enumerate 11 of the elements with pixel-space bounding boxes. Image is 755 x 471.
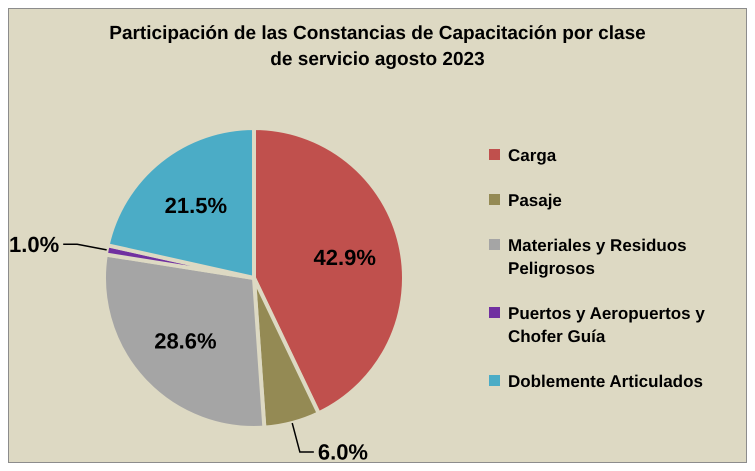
data-label: 21.5%: [164, 192, 228, 218]
legend-label: Puertos y Aeropuertos y Chofer Guía: [508, 302, 706, 348]
legend-label: Doblemente Articulados: [508, 370, 703, 392]
legend-label: Carga: [508, 144, 556, 166]
data-label: 42.9%: [314, 244, 376, 270]
data-label: 6.0%: [318, 440, 368, 465]
data-label: 28.6%: [154, 328, 217, 354]
legend-label: Pasaje: [508, 190, 562, 212]
chart-title: Participación de las Constancias de Capacitación por clase de servicio agosto 2023: [108, 22, 647, 72]
data-label: 1.0%: [9, 232, 60, 257]
legend-label: Materiales y Residuos Peligrosos: [508, 234, 688, 280]
